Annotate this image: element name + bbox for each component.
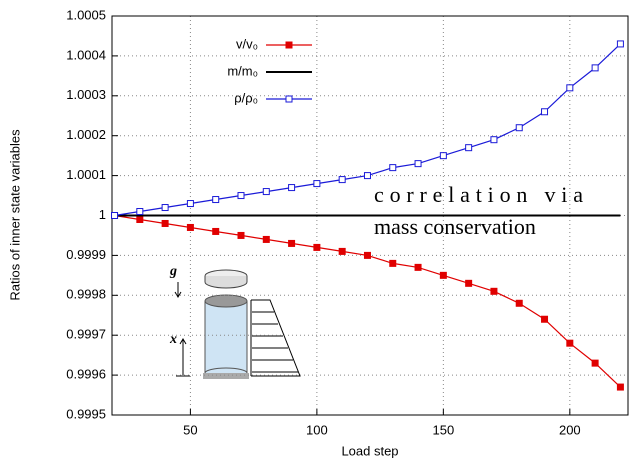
data-point (465, 144, 473, 152)
data-point (414, 160, 422, 168)
y-tick-label: 1.0002 (66, 127, 106, 142)
annotation: correlation via (374, 182, 583, 207)
data-point (212, 196, 220, 204)
x-tick-label: 150 (433, 422, 455, 437)
data-point (566, 339, 574, 347)
inset-label: x (169, 332, 177, 347)
data-point (136, 215, 144, 223)
data-point (212, 227, 220, 235)
y-tick-label: 1.0003 (66, 87, 106, 102)
legend-label: m/m₀ (227, 63, 258, 78)
data-point (186, 200, 194, 208)
data-point (186, 223, 194, 231)
data-point (313, 180, 321, 188)
data-point (161, 219, 169, 227)
y-tick-label: 1.0005 (66, 7, 106, 22)
y-tick-label: 0.9998 (66, 287, 106, 302)
legend-label: ρ/ρ₀ (234, 90, 258, 105)
y-tick-label: 0.9996 (66, 367, 106, 382)
data-point (262, 235, 270, 243)
inset-label: g (169, 264, 177, 279)
y-tick-label: 0.9997 (66, 327, 106, 342)
data-point (439, 271, 447, 279)
data-point (414, 263, 422, 271)
data-point (363, 172, 371, 180)
annotation: mass conservation (374, 214, 536, 239)
data-point (591, 64, 599, 72)
data-point (541, 315, 549, 323)
data-point (338, 176, 346, 184)
data-point (111, 212, 119, 219)
data-point (515, 124, 523, 132)
data-point (591, 359, 599, 367)
data-point (288, 239, 296, 247)
data-point (237, 192, 245, 200)
data-point (363, 251, 371, 259)
data-point (136, 208, 144, 216)
data-point (616, 383, 624, 391)
series-line (114, 214, 621, 388)
x-axis-label: Load step (341, 443, 398, 458)
data-point (616, 40, 624, 48)
data-point (237, 231, 245, 239)
data-point (465, 279, 473, 287)
data-point (262, 188, 270, 196)
data-point (566, 84, 574, 92)
data-point (490, 287, 498, 295)
data-point (490, 136, 498, 144)
data-point (338, 247, 346, 255)
legend-label: v/v₀ (236, 36, 258, 51)
inset-diagram (174, 269, 301, 379)
data-point (515, 299, 523, 307)
data-point (389, 164, 397, 172)
data-point (541, 108, 549, 116)
data-point (313, 243, 321, 251)
y-axis-label: Ratios of inner state variables (7, 129, 22, 301)
data-point (439, 152, 447, 160)
x-tick-label: 200 (559, 422, 581, 437)
y-tick-label: 1.0001 (66, 167, 106, 182)
legend-marker (285, 95, 293, 103)
x-tick-label: 50 (183, 422, 197, 437)
data-point (389, 259, 397, 267)
data-point (161, 204, 169, 212)
x-tick-label: 100 (306, 422, 328, 437)
y-tick-label: 1.0004 (66, 47, 106, 62)
legend-marker (285, 41, 293, 49)
y-tick-label: 0.9995 (66, 406, 106, 421)
y-tick-label: 0.9999 (66, 247, 106, 262)
y-tick-label: 1 (99, 207, 106, 222)
data-point (288, 184, 296, 192)
